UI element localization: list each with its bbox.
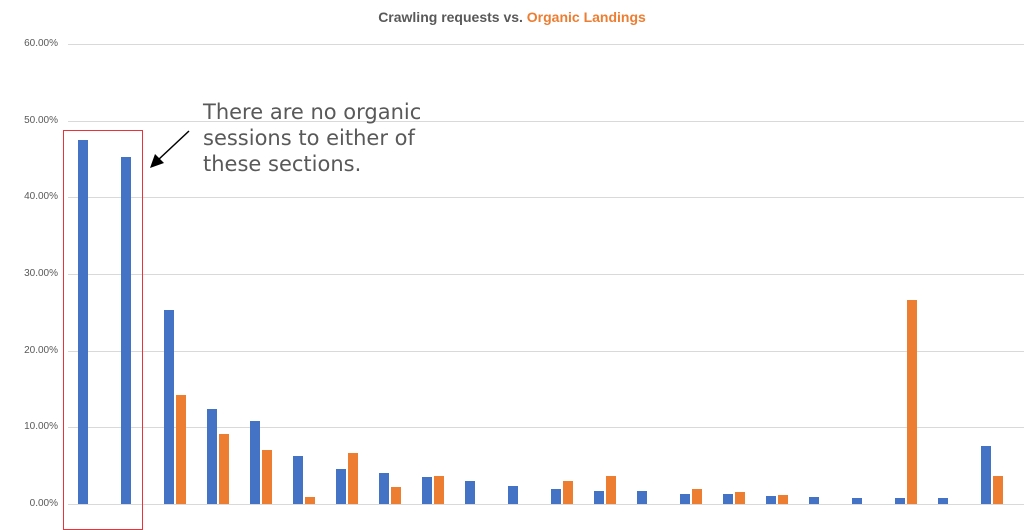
bar-crawling-requests bbox=[250, 421, 260, 504]
bar-crawling-requests bbox=[895, 498, 905, 504]
gridline bbox=[68, 121, 1024, 122]
bar-crawling-requests bbox=[293, 456, 303, 504]
gridline bbox=[68, 197, 1024, 198]
bar-crawling-requests bbox=[852, 498, 862, 504]
y-tick-label: 50.00% bbox=[24, 115, 58, 126]
annotation-line: sessions to either of bbox=[203, 126, 415, 150]
y-tick-label: 10.00% bbox=[24, 421, 58, 432]
bar-organic-landings bbox=[735, 492, 745, 504]
bar-crawling-requests bbox=[465, 481, 475, 504]
bar-crawling-requests bbox=[422, 477, 432, 504]
gridline bbox=[68, 427, 1024, 428]
bar-crawling-requests bbox=[680, 494, 690, 504]
bar-crawling-requests bbox=[207, 409, 217, 504]
bar-organic-landings bbox=[391, 487, 401, 504]
chart-title-highlight: Organic Landings bbox=[526, 9, 646, 25]
bar-crawling-requests bbox=[551, 489, 561, 504]
bar-crawling-requests bbox=[637, 491, 647, 504]
bar-organic-landings bbox=[176, 395, 186, 504]
bar-crawling-requests bbox=[594, 491, 604, 504]
bar-crawling-requests bbox=[164, 310, 174, 504]
y-tick-label: 20.00% bbox=[24, 345, 58, 356]
y-tick-label: 60.00% bbox=[24, 38, 58, 49]
bar-crawling-requests bbox=[379, 473, 389, 504]
bar-crawling-requests bbox=[938, 498, 948, 504]
bar-crawling-requests bbox=[809, 497, 819, 504]
bar-organic-landings bbox=[434, 476, 444, 504]
annotation-text: There are no organic sessions to either … bbox=[203, 99, 433, 177]
bar-organic-landings bbox=[778, 495, 788, 504]
chart-title: Crawling requests vs. Organic Landings bbox=[0, 9, 1024, 25]
gridline bbox=[68, 274, 1024, 275]
arrow-icon bbox=[150, 130, 190, 168]
bar-organic-landings bbox=[219, 434, 229, 504]
bar-crawling-requests bbox=[121, 157, 131, 504]
gridline bbox=[68, 44, 1024, 45]
bar-crawling-requests bbox=[508, 486, 518, 504]
y-tick-label: 30.00% bbox=[24, 268, 58, 279]
bar-organic-landings bbox=[993, 476, 1003, 504]
y-tick-label: 0.00% bbox=[29, 498, 58, 509]
annotation-line: There are no organic bbox=[203, 100, 422, 124]
chart-title-prefix: Crawling requests vs. bbox=[378, 9, 527, 25]
annotation-line: these sections. bbox=[203, 152, 362, 176]
gridline bbox=[68, 504, 1024, 505]
bar-organic-landings bbox=[563, 481, 573, 504]
bar-organic-landings bbox=[692, 489, 702, 504]
bar-organic-landings bbox=[348, 453, 358, 504]
bar-crawling-requests bbox=[766, 496, 776, 504]
gridline bbox=[68, 351, 1024, 352]
y-tick-label: 40.00% bbox=[24, 191, 58, 202]
bar-crawling-requests bbox=[336, 469, 346, 504]
bar-organic-landings bbox=[305, 497, 315, 504]
bar-organic-landings bbox=[606, 476, 616, 504]
bar-organic-landings bbox=[262, 450, 272, 504]
bar-crawling-requests bbox=[723, 494, 733, 504]
bar-organic-landings bbox=[907, 300, 917, 504]
bar-crawling-requests bbox=[981, 446, 991, 504]
bar-crawling-requests bbox=[78, 140, 88, 504]
